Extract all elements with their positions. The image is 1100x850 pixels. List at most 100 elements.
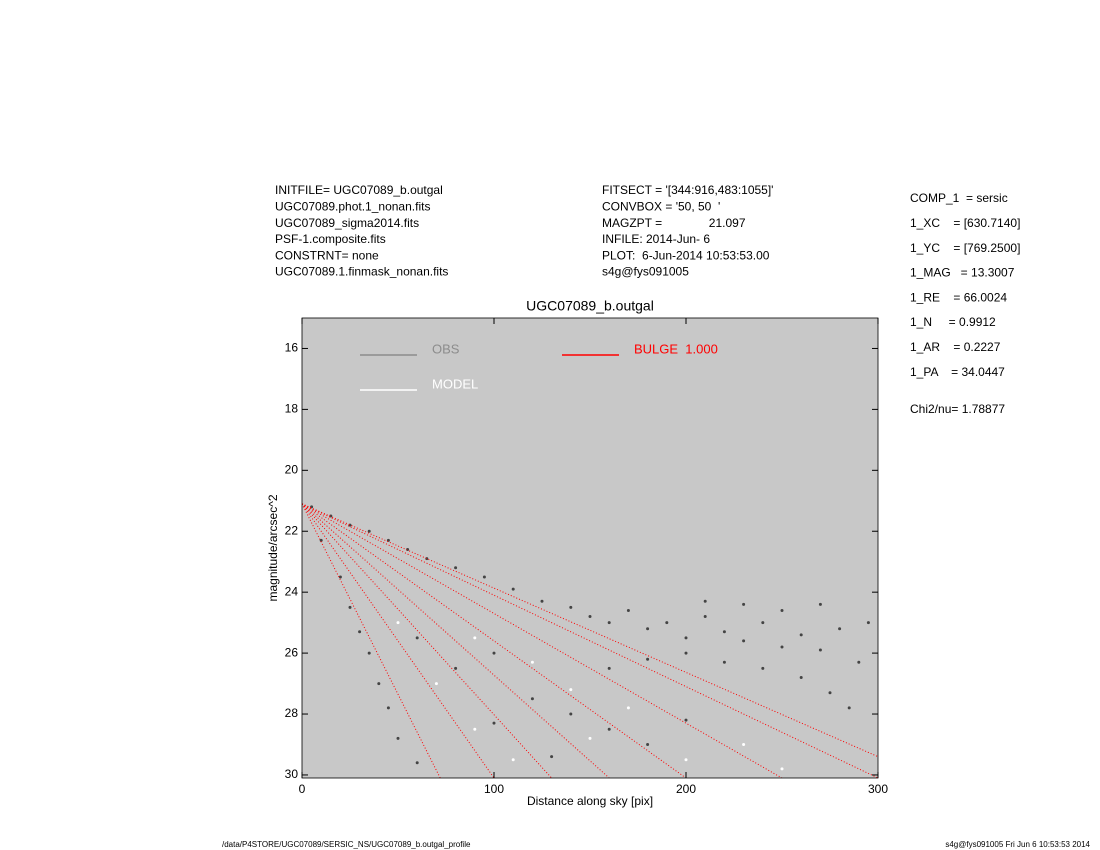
parameter-line: 1_AR = 0.2227: [910, 340, 1001, 354]
x-tick-label: 200: [676, 782, 696, 796]
data-point: [492, 721, 496, 725]
data-point: [857, 660, 861, 664]
data-point: [818, 602, 822, 606]
header-left-line: UGC07089.phot.1_nonan.fits: [275, 199, 430, 213]
data-point: [473, 636, 477, 640]
footer-right: s4g@fys091005 Fri Jun 6 10:53:53 2014: [945, 840, 1090, 849]
data-point: [511, 758, 515, 762]
chi2: Chi2/nu= 1.78877: [910, 402, 1005, 416]
data-point: [530, 697, 534, 701]
data-point: [454, 666, 458, 670]
plot-area: [302, 318, 878, 778]
data-point: [838, 627, 842, 631]
model-ray: [302, 503, 878, 778]
x-tick-label: 100: [484, 782, 504, 796]
data-point: [866, 621, 870, 625]
y-tick-label: 18: [285, 402, 299, 416]
data-point: [569, 688, 573, 692]
header-left-line: PSF-1.composite.fits: [275, 232, 386, 246]
y-tick-label: 20: [285, 462, 299, 476]
y-tick-label: 30: [285, 767, 299, 781]
data-point: [742, 602, 746, 606]
data-point: [626, 608, 630, 612]
data-point: [703, 615, 707, 619]
data-point: [780, 608, 784, 612]
parameter-line: 1_XC = [630.7140]: [910, 216, 1020, 230]
chart-title: UGC07089_b.outgal: [526, 298, 654, 314]
header-middle-line: FITSECT = '[344:916,483:1055]': [602, 183, 773, 197]
data-point: [818, 648, 822, 652]
data-point: [799, 633, 803, 637]
data-point: [540, 599, 544, 603]
data-point: [607, 621, 611, 625]
header-left-line: INITFILE= UGC07089_b.outgal: [275, 183, 443, 197]
legend-label: BULGE 1.000: [634, 341, 718, 356]
data-point: [415, 636, 419, 640]
footer-left: /data/P4STORE/UGC07089/SERSIC_NS/UGC0708…: [222, 840, 471, 849]
data-point: [358, 630, 362, 634]
data-point: [646, 627, 650, 631]
y-tick-label: 26: [285, 645, 299, 659]
x-axis-label: Distance along sky [pix]: [527, 794, 653, 808]
data-point: [569, 605, 573, 609]
data-point: [761, 666, 765, 670]
data-point: [665, 621, 669, 625]
data-point: [742, 742, 746, 746]
data-point: [396, 736, 400, 740]
parameter-line: COMP_1 = sersic: [910, 191, 1008, 205]
data-point: [454, 566, 458, 570]
parameter-line: 1_MAG = 13.3007: [910, 266, 1015, 280]
data-point: [588, 736, 592, 740]
data-point: [434, 682, 438, 686]
data-point: [530, 660, 534, 664]
model-ray: [302, 503, 783, 778]
legend-label: OBS: [432, 341, 460, 356]
data-point: [742, 639, 746, 643]
data-point: [607, 727, 611, 731]
data-point: [799, 675, 803, 679]
data-point: [646, 742, 650, 746]
data-point: [684, 636, 688, 640]
data-point: [396, 621, 400, 625]
x-tick-label: 300: [868, 782, 888, 796]
header-middle-line: INFILE: 2014-Jun- 6: [602, 232, 710, 246]
parameter-line: 1_YC = [769.2500]: [910, 241, 1020, 255]
data-point: [780, 645, 784, 649]
header-middle-line: MAGZPT = 21.097: [602, 216, 746, 230]
parameter-line: 1_N = 0.9912: [910, 315, 996, 329]
header-left-line: UGC07089_sigma2014.fits: [275, 216, 419, 230]
data-point: [684, 758, 688, 762]
data-point: [415, 761, 419, 765]
data-point: [703, 599, 707, 603]
data-point: [780, 767, 784, 771]
data-point: [492, 651, 496, 655]
header-middle-line: PLOT: 6-Jun-2014 10:53:53.00: [602, 248, 770, 262]
header-middle-line: s4g@fys091005: [602, 265, 689, 279]
data-point: [588, 615, 592, 619]
header-left-line: CONSTRNT= none: [275, 248, 379, 262]
data-point: [828, 691, 832, 695]
plot-frame: [301, 317, 879, 779]
header-left-line: UGC07089.1.finmask_nonan.fits: [275, 265, 448, 279]
data-point: [569, 712, 573, 716]
model-ray: [302, 503, 687, 778]
y-tick-label: 22: [285, 523, 299, 537]
data-point: [482, 575, 486, 579]
y-axis-label: magnitude/arcsec^2: [266, 494, 280, 601]
data-point: [367, 529, 371, 533]
data-point: [847, 706, 851, 710]
data-point: [684, 651, 688, 655]
data-point: [473, 727, 477, 731]
header-middle-line: CONVBOX = '50, 50 ': [602, 199, 720, 213]
data-point: [377, 682, 381, 686]
data-point: [319, 538, 323, 542]
x-tick-label: 0: [299, 782, 306, 796]
data-point: [550, 755, 554, 759]
data-point: [684, 718, 688, 722]
data-point: [338, 575, 342, 579]
y-tick-label: 16: [285, 341, 299, 355]
data-point: [607, 666, 611, 670]
parameter-line: 1_RE = 66.0024: [910, 290, 1007, 304]
legend-label: MODEL: [432, 376, 478, 391]
y-tick-label: 24: [285, 584, 299, 598]
